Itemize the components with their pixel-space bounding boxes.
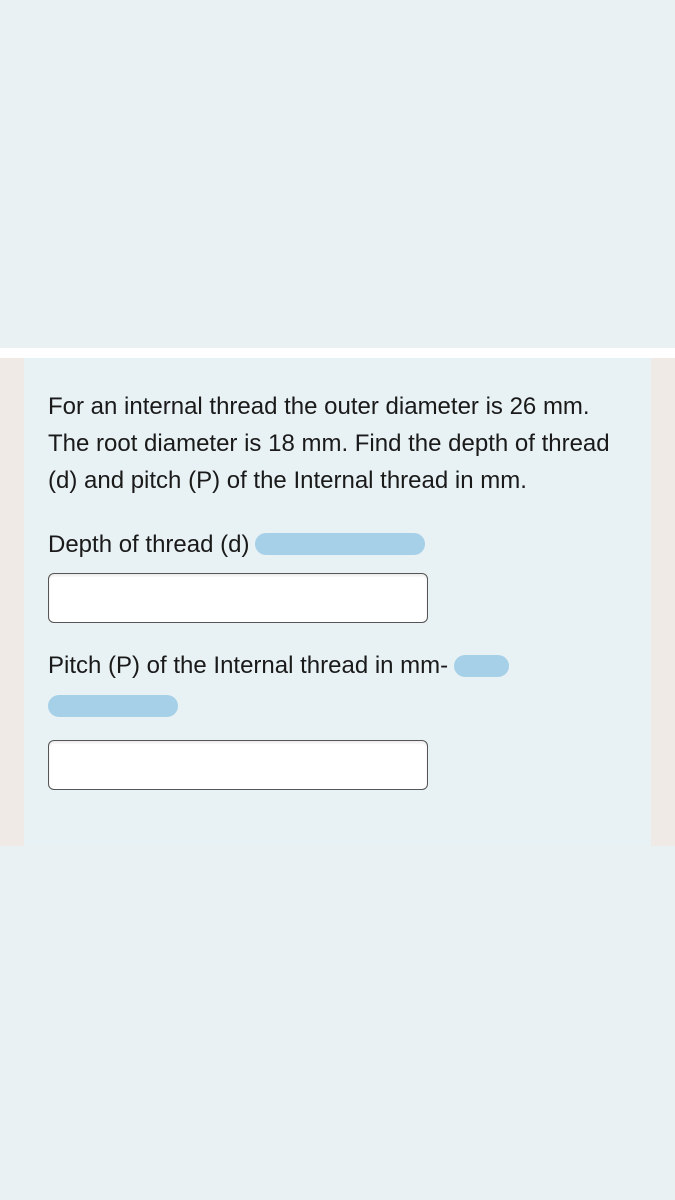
- depth-field-group: Depth of thread (d): [48, 528, 627, 624]
- question-panel: For an internal thread the outer diamete…: [24, 358, 651, 846]
- left-side-panel: [0, 358, 24, 846]
- redaction-blob: [454, 655, 509, 677]
- depth-label: Depth of thread (d): [48, 528, 249, 562]
- pitch-input[interactable]: [48, 740, 428, 790]
- pitch-label: Pitch (P) of the Internal thread in mm-: [48, 649, 448, 683]
- top-spacer: [0, 0, 675, 348]
- pitch-field-group: Pitch (P) of the Internal thread in mm-: [48, 649, 627, 790]
- redaction-blob: [255, 533, 425, 555]
- page-container: For an internal thread the outer diamete…: [0, 0, 675, 1200]
- right-side-panel: [651, 358, 675, 846]
- bottom-spacer: [0, 846, 675, 1200]
- white-divider: [0, 348, 675, 358]
- depth-label-line: Depth of thread (d): [48, 528, 627, 562]
- content-row: For an internal thread the outer diamete…: [0, 358, 675, 846]
- depth-input[interactable]: [48, 573, 428, 623]
- pitch-continuation-row: [48, 695, 627, 722]
- redaction-blob: [48, 695, 178, 717]
- pitch-label-line: Pitch (P) of the Internal thread in mm-: [48, 649, 627, 683]
- question-prompt: For an internal thread the outer diamete…: [48, 388, 627, 500]
